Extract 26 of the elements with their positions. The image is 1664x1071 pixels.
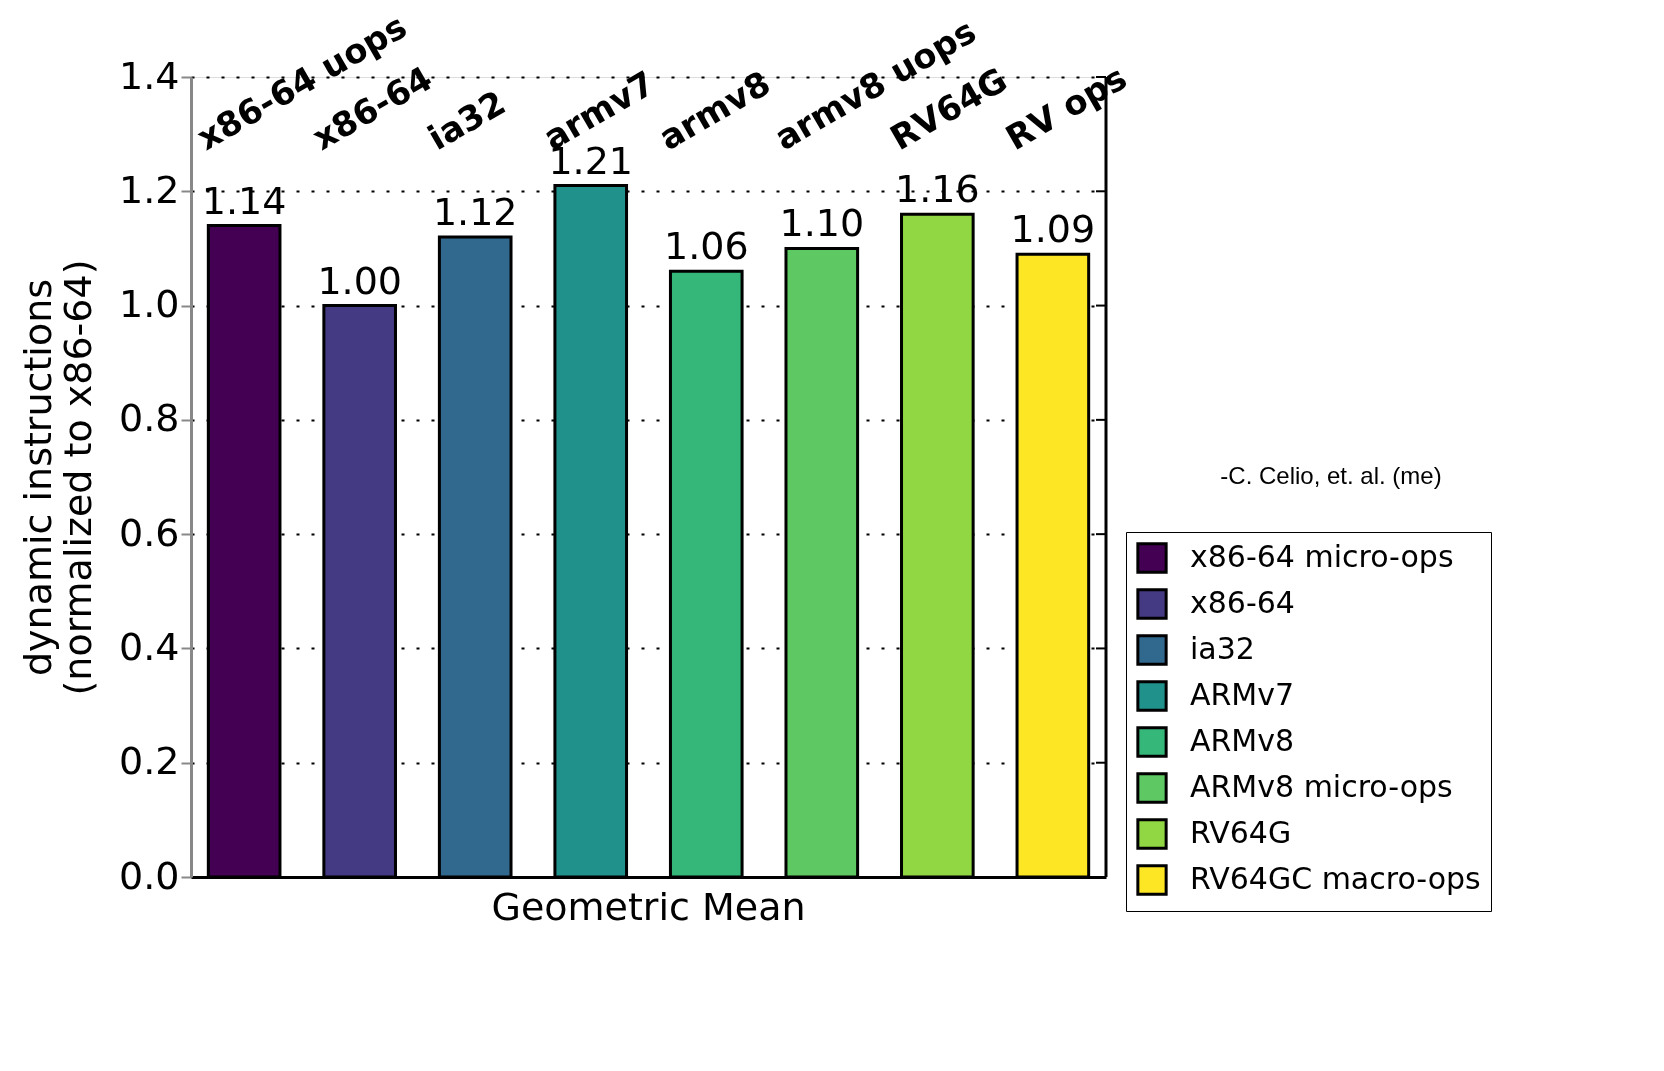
legend-label: RV64G — [1190, 815, 1292, 850]
legend-label: ARMv8 micro-ops — [1190, 769, 1453, 804]
y-tick-label: 1.2 — [119, 167, 180, 212]
text: 1.16 — [895, 167, 980, 212]
x-tick-label: Geometric Mean — [491, 884, 806, 929]
legend-label: ARMv8 — [1190, 723, 1295, 758]
y-tick-label: 0.6 — [119, 510, 180, 555]
y-tick-label: 0.2 — [119, 739, 180, 784]
y-tick-label: 1.4 — [119, 53, 180, 98]
legend-label: ARMv7 — [1190, 677, 1295, 712]
legend-label: x86-64 micro-ops — [1190, 539, 1454, 574]
y-axis-title: dynamic instructions (normalized to x86-64) — [16, 259, 101, 696]
text: 1.00 — [317, 258, 402, 303]
legend-label: RV64GC macro-ops — [1190, 861, 1481, 896]
y-tick-label: 0.8 — [119, 396, 180, 441]
y-tick-label: 0.4 — [119, 624, 180, 669]
text: 1.12 — [432, 190, 518, 234]
y-tick-label: 0.0 — [119, 853, 180, 898]
text: 1.14 — [201, 178, 287, 223]
text: 1.10 — [779, 201, 865, 246]
text: 1.09 — [1010, 207, 1096, 252]
y-tick-label: 1.0 — [119, 282, 180, 327]
text: -C. Celio, et. al. (me) — [1220, 462, 1442, 489]
legend-label: x86-64 — [1190, 585, 1295, 620]
text: 1.06 — [663, 224, 749, 269]
legend-label: ia32 — [1190, 631, 1255, 666]
